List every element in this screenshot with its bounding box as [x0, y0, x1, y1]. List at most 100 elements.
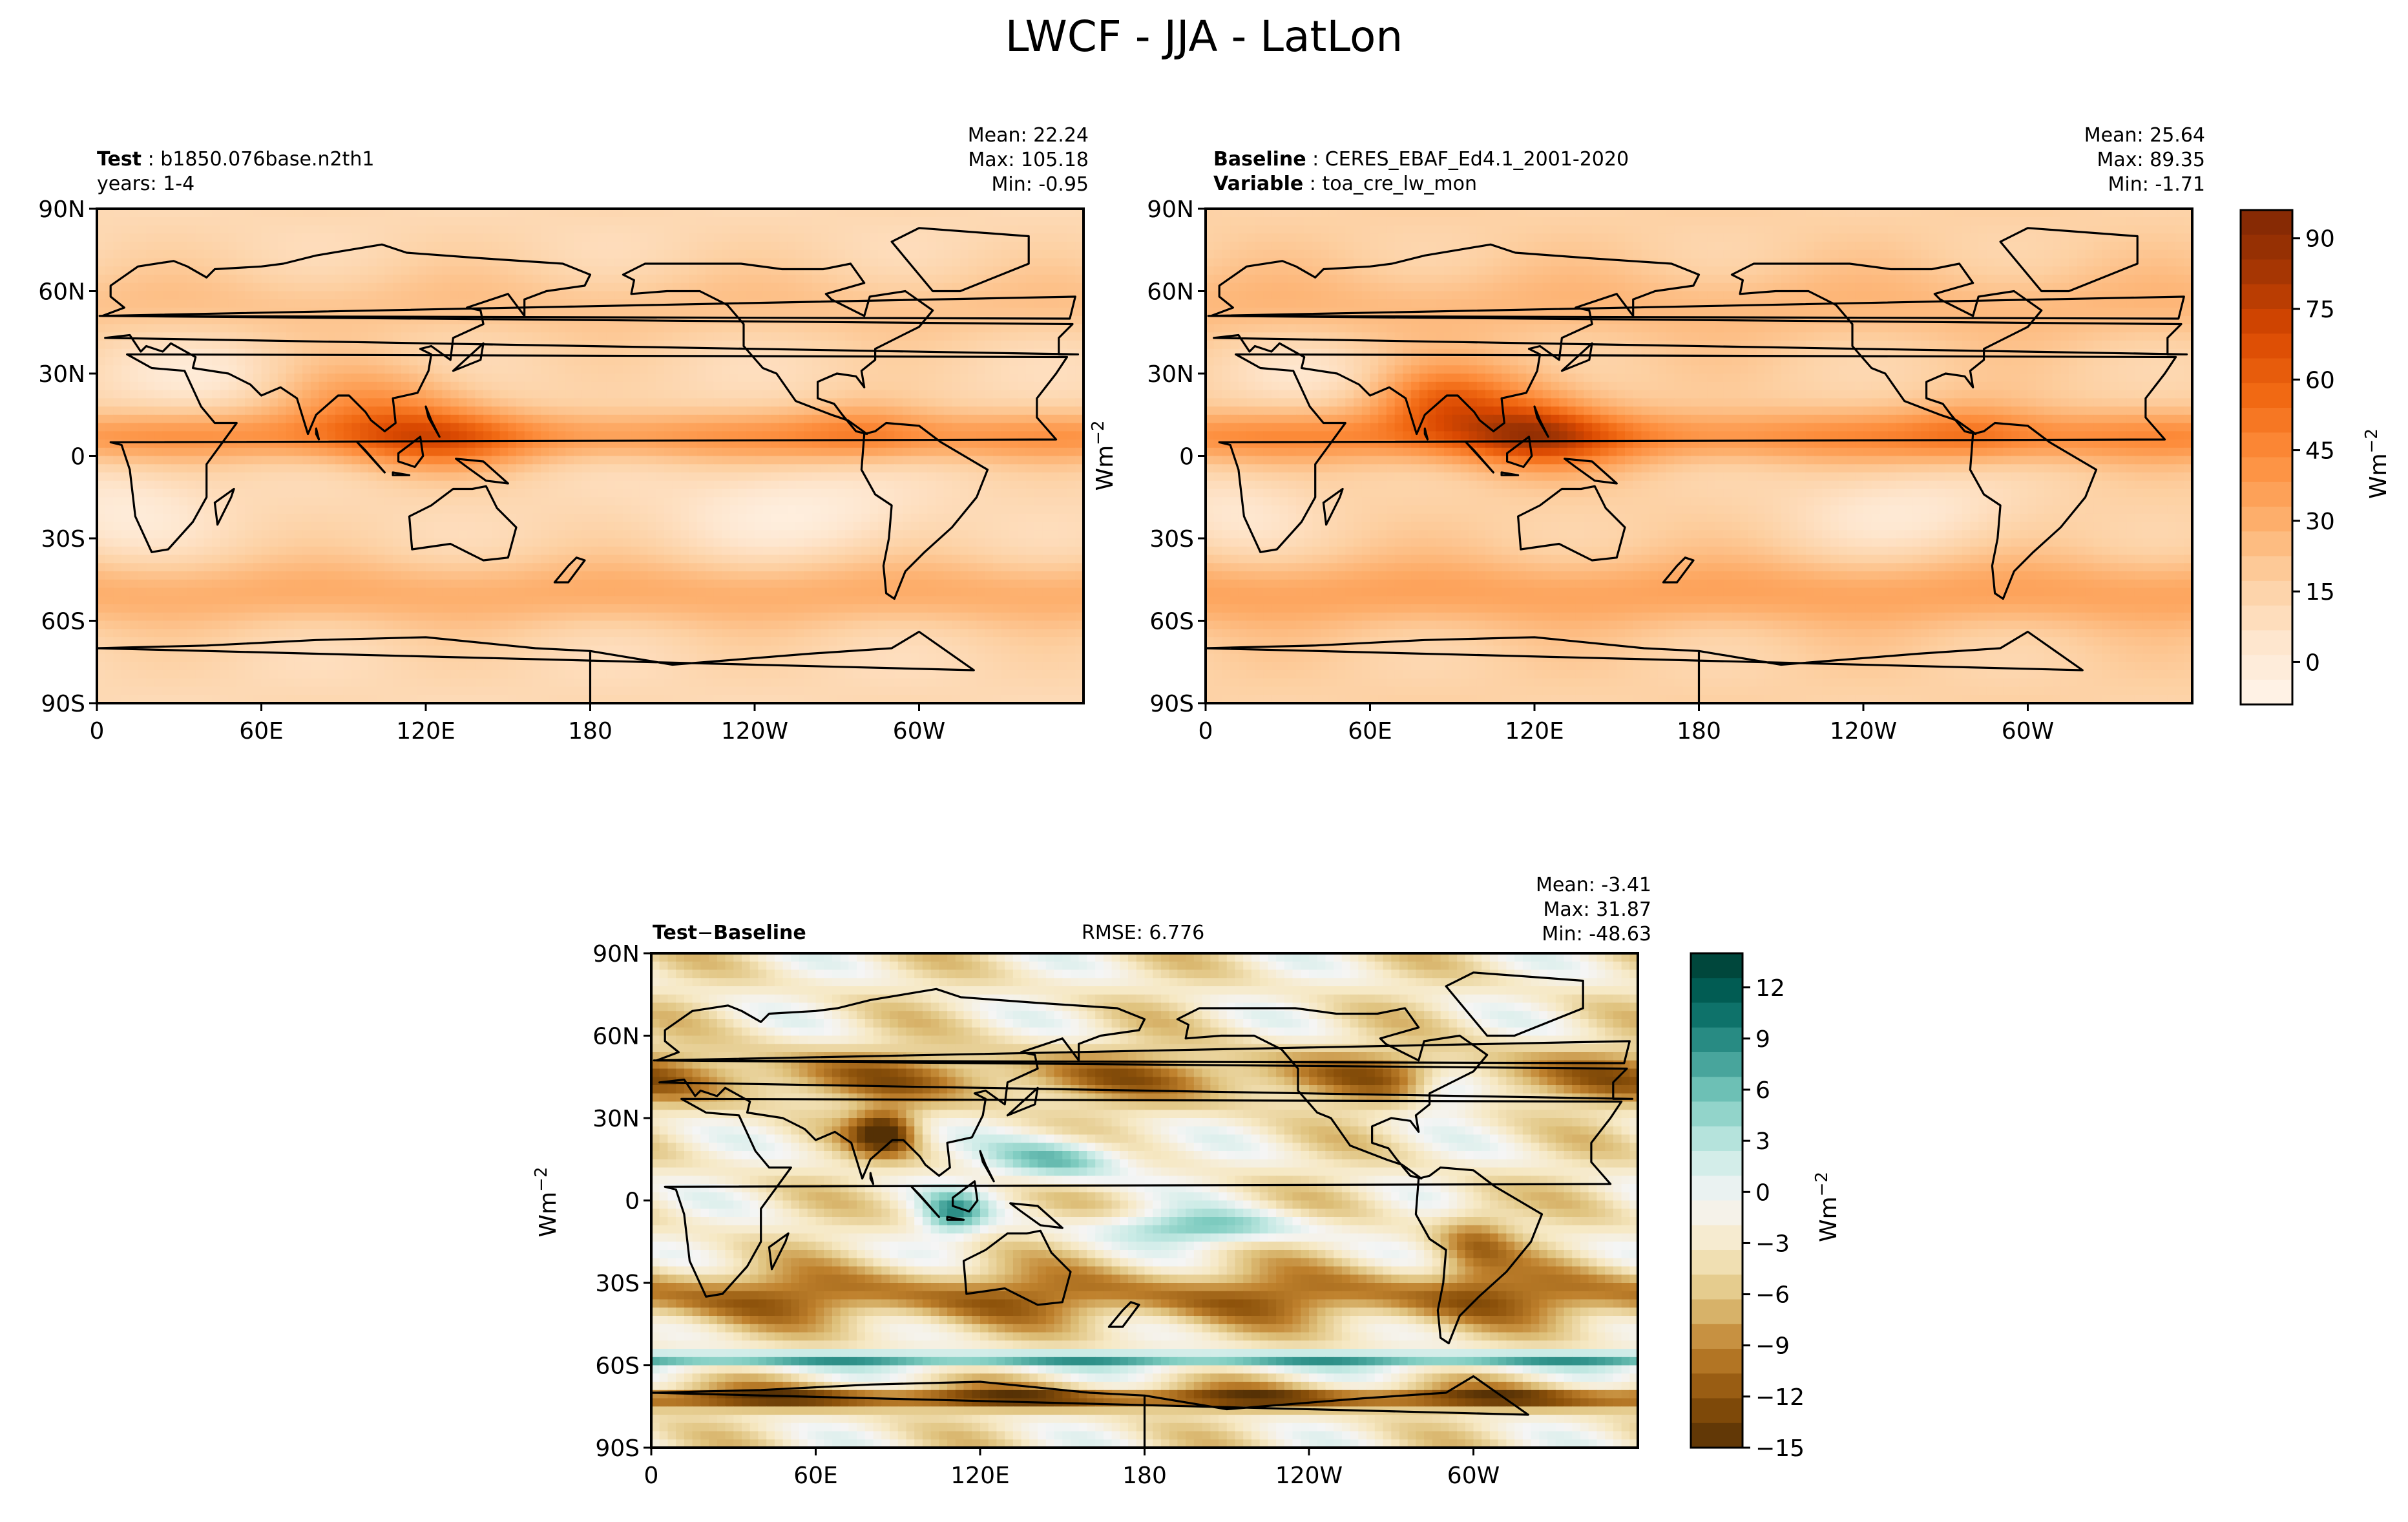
heat-cell — [985, 480, 994, 490]
heat-cell — [976, 357, 985, 366]
heat-cell — [1025, 299, 1035, 308]
heat-cell — [1025, 249, 1035, 259]
heat-cell — [689, 505, 698, 514]
test-years: years: 1-4 — [97, 173, 194, 195]
heat-cell — [837, 249, 846, 259]
heat-cell — [919, 242, 928, 251]
heat-cell — [1058, 249, 1068, 259]
heat-cell — [524, 282, 533, 292]
heat-cell — [129, 225, 139, 234]
heat-cell — [631, 447, 640, 457]
heat-cell — [1018, 538, 1027, 547]
heat-cell — [581, 530, 591, 539]
heat-cell — [936, 209, 945, 218]
heat-cell — [129, 522, 139, 531]
heat-cell — [1034, 209, 1043, 218]
heat-cell — [343, 332, 353, 341]
heat-cell — [656, 249, 665, 259]
heat-cell — [113, 357, 122, 366]
heat-cell — [286, 497, 295, 506]
heat-cell — [877, 472, 887, 481]
heat-cell — [146, 530, 155, 539]
heat-cell — [689, 414, 698, 424]
heat-cell — [1042, 530, 1051, 539]
heat-cell — [1034, 225, 1043, 234]
heat-cell — [812, 456, 821, 465]
heat-cell — [508, 275, 517, 284]
heat-cell — [804, 464, 813, 473]
heat-cell — [886, 258, 895, 267]
heat-cell — [680, 374, 689, 383]
heat-cell — [738, 472, 747, 481]
heat-cell — [853, 233, 862, 242]
heat-cell — [919, 456, 928, 465]
heat-cell — [960, 480, 969, 490]
heat-cell — [853, 365, 862, 374]
heat-cell — [919, 538, 928, 547]
heat-cell — [549, 217, 558, 226]
heat-cell — [968, 324, 978, 333]
heat-cell — [195, 390, 204, 399]
heat-cell — [779, 407, 788, 416]
heat-cell — [614, 209, 623, 218]
heat-cell — [549, 456, 558, 465]
heat-cell — [795, 456, 804, 465]
heat-cell — [927, 249, 936, 259]
heat-cell — [557, 423, 566, 432]
heat-cell — [491, 530, 501, 539]
heat-cell — [327, 407, 336, 416]
heat-cell — [458, 266, 468, 275]
heat-cell — [565, 472, 574, 481]
heat-cell — [762, 480, 771, 490]
heat-cell — [894, 439, 903, 449]
heat-cell — [943, 497, 952, 506]
heat-cell — [738, 308, 747, 317]
heat-cell — [253, 431, 262, 440]
heat-cell — [105, 472, 114, 481]
heat-cell — [236, 472, 246, 481]
heat-cell — [647, 431, 656, 440]
heat-cell — [426, 456, 435, 465]
heat-cell — [755, 447, 764, 457]
heat-cell — [343, 522, 353, 531]
heat-cell — [1042, 332, 1051, 341]
heat-cell — [943, 398, 952, 407]
figure-title: LWCF - JJA - LatLon — [0, 12, 2408, 61]
heat-cell — [113, 217, 122, 226]
heat-cell — [401, 505, 410, 514]
heat-cell — [195, 381, 204, 391]
heat-cell — [755, 456, 764, 465]
heat-cell — [113, 249, 122, 259]
heat-cell — [968, 266, 978, 275]
heat-cell — [870, 233, 879, 242]
heat-cell — [903, 275, 912, 284]
heat-cell — [1001, 497, 1010, 506]
heat-cell — [499, 522, 508, 531]
heat-cell — [195, 249, 204, 259]
heat-cell — [804, 390, 813, 399]
heat-cell — [993, 497, 1002, 506]
heat-cell — [466, 538, 476, 547]
heat-cell — [269, 513, 278, 523]
heat-cell — [680, 266, 689, 275]
heat-cell — [154, 407, 163, 416]
heat-cell — [1075, 315, 1084, 325]
heat-cell — [985, 365, 994, 374]
heat-cell — [286, 341, 295, 350]
heat-cell — [680, 439, 689, 449]
heat-cell — [286, 513, 295, 523]
heat-cell — [138, 439, 147, 449]
heat-cell — [302, 513, 311, 523]
heat-cell — [277, 398, 287, 407]
heat-cell — [277, 414, 287, 424]
heat-cell — [1042, 209, 1051, 218]
heat-cell — [713, 489, 722, 498]
heat-cell — [204, 390, 213, 399]
heat-cell — [1001, 414, 1010, 424]
heat-cell — [368, 374, 377, 383]
heat-cell — [220, 381, 229, 391]
heat-cell — [187, 456, 196, 465]
heat-cell — [269, 242, 278, 251]
heat-cell — [680, 217, 689, 226]
heat-cell — [121, 217, 131, 226]
